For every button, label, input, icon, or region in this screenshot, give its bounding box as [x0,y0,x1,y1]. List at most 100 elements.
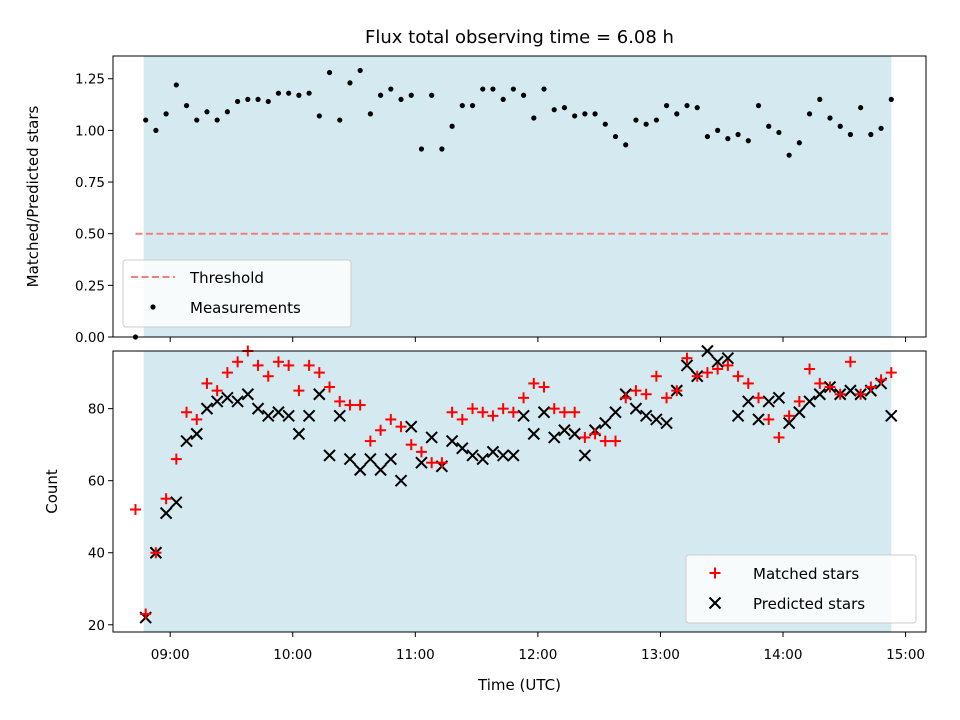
measurement-point [286,90,292,96]
matched-star-point [324,381,336,393]
top-y-tick-label: 1.25 [75,72,105,88]
matched-star-point [415,446,427,458]
predicted-star-point [313,388,326,401]
matched-star-point [752,392,764,404]
predicted-star-point [885,409,898,423]
bottom-y-tick-label: 20 [88,618,105,634]
measurement-point [643,121,649,127]
predicted-star-point [742,395,755,408]
measurement-point [143,117,149,123]
matched-star-point [661,392,673,404]
matched-star-point [865,381,877,393]
measurement-point [163,111,169,117]
matched-star-point [405,439,417,451]
bottom-y-tick-label: 80 [88,402,105,418]
measurement-point [326,69,333,76]
predicted-star-point [210,395,224,408]
predicted-star-point [445,434,459,448]
measurement-point [265,98,271,105]
predicted-star-point [343,452,357,466]
bottom-x-tick-label: 15:00 [886,647,925,663]
matched-star-point [763,413,775,425]
measurement-point [357,67,363,74]
top-y-axis-label: Matched/Predicted stars [24,106,42,288]
predicted-star-point [762,395,775,408]
measurement-point [755,102,762,109]
measurement-point [582,111,588,117]
legend-predicted-swatch [708,596,722,610]
predicted-star-point [466,449,479,462]
measurement-point [398,96,404,102]
matched-star-point [599,435,611,447]
predicted-star-point [527,427,541,441]
predicted-star-point [353,463,367,477]
top-legend: Threshold Measurements [122,259,352,328]
measurement-point [653,117,659,123]
matched-star-point [446,406,458,418]
matched-star-point [477,406,489,418]
matched-star-point [630,385,642,397]
measurement-point [806,111,813,117]
bottom-y-axis-label: Count [43,469,61,514]
matched-star-point [732,370,744,382]
legend-predicted-label: Predicted stars [753,595,865,613]
measurement-point [255,96,261,102]
measurement-point [541,86,547,92]
measurement-point [245,96,251,102]
predicted-star-point [578,449,592,462]
top-y-tick-label: 0.75 [75,175,105,191]
matched-star-point [569,406,581,418]
bottom-x-tick-label: 11:00 [396,647,435,663]
matched-star-point [650,370,662,382]
measurement-point [531,115,537,121]
measurement-point [316,113,322,119]
matched-star-point [579,431,591,443]
predicted-star-point [548,431,561,444]
bottom-axes-frame [112,350,927,633]
legend-matched-swatch [709,567,721,579]
predicted-star-point [415,456,428,469]
legend-x-marker [708,596,722,610]
measurement-point [551,107,557,113]
measurement-point [214,117,220,123]
matched-star-point [140,608,152,620]
bottom-y-tick-label: 40 [88,546,105,562]
bottom-x-tick-label: 13:00 [641,647,680,663]
matched-star-point [671,385,683,397]
measurement-point [367,111,373,117]
matched-star-point [701,367,713,379]
predicted-star-point [639,409,653,423]
matched-star-point [558,406,570,418]
predicted-star-point [793,406,806,419]
matched-star-point [824,381,836,393]
measurement-point [592,111,598,117]
matched-star-point [395,421,407,433]
matched-star-point [844,356,856,368]
matched-star-point [793,395,805,407]
measurement-point [868,131,874,138]
predicted-star-point [262,409,275,423]
matched-star-point [293,385,305,397]
matched-star-point [548,403,560,415]
measurement-point [888,96,894,102]
measurement-point [796,140,802,146]
measurement-point [388,86,394,92]
top-axes-frame [112,55,927,338]
matched-star-point [773,431,785,443]
predicted-star-point [731,409,745,423]
predicted-star-point [517,409,530,423]
measurement-point [306,90,312,96]
predicted-star-point [272,406,285,419]
matched-star-point [875,374,887,386]
legend-measurements-label: Measurements [190,299,301,317]
measurement-point [766,123,772,129]
measurement-point [572,113,578,119]
measurement-point [449,123,455,129]
predicted-star-point [231,395,244,408]
matched-star-point [201,377,213,389]
matched-star-point [262,370,274,382]
measurement-point [337,117,343,123]
measurement-point [694,105,700,111]
matched-star-point [722,359,734,371]
